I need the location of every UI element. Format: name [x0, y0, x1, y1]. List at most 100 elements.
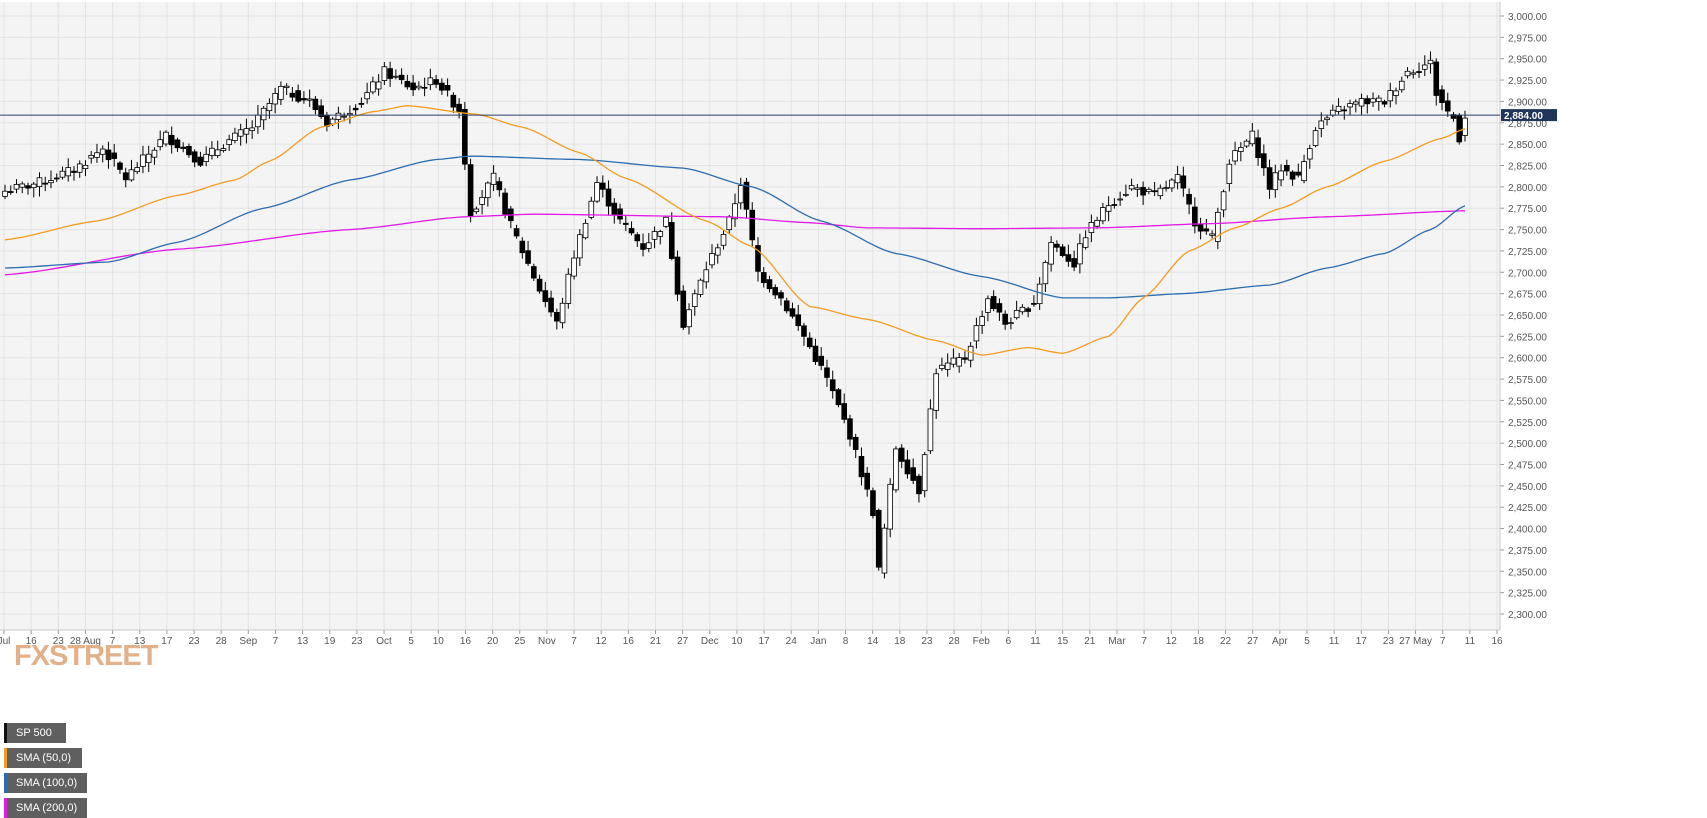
candle-body [1243, 140, 1250, 147]
candle-body [278, 85, 284, 100]
candle-body [1439, 89, 1445, 104]
y-tick-label: 2,525.00 [1508, 418, 1547, 429]
candle-body [387, 68, 393, 79]
x-tick-label: 23 [1383, 636, 1395, 647]
y-tick-label: 2,375.00 [1508, 546, 1547, 557]
plot-background [0, 2, 1500, 630]
candle-body [1054, 243, 1060, 248]
candle-body [1329, 109, 1336, 116]
candle-body [1352, 101, 1359, 105]
candle-body [1312, 130, 1319, 146]
candle-body [94, 152, 100, 158]
candle-body [1289, 171, 1296, 180]
candle-body [1238, 147, 1244, 152]
candle-body [111, 152, 118, 159]
candle-body [720, 234, 727, 246]
legend-swatch-sma200 [4, 798, 7, 818]
candle-body [559, 302, 566, 324]
candle-body [186, 146, 192, 156]
candle-body [1295, 171, 1302, 176]
candle-body [364, 92, 370, 100]
candle-body [318, 105, 324, 117]
x-tick-label: 28 Aug [70, 636, 101, 647]
candle-body [410, 82, 416, 91]
candle-body [806, 337, 813, 348]
candle-body [19, 183, 26, 188]
x-tick-label: 20 [487, 636, 499, 647]
candle-body [565, 273, 572, 304]
candle-body [760, 272, 767, 284]
candle-body [927, 408, 934, 452]
x-tick-label: Jul [0, 636, 10, 647]
candle-body [979, 316, 985, 326]
legend-label-sma50: SMA (50,0) [16, 752, 72, 764]
candle-body [841, 403, 848, 420]
candle-body [875, 509, 882, 568]
x-tick-label: 19 [324, 636, 336, 647]
sma50-line [4, 105, 1466, 356]
candle-body [852, 436, 859, 450]
candle-body [1140, 186, 1146, 196]
candle-body [1318, 120, 1325, 130]
x-tick-label: 18 [894, 636, 906, 647]
candle-body [485, 182, 491, 199]
y-tick-label: 2,950.00 [1508, 55, 1547, 66]
candle-body [25, 185, 31, 189]
candle-body [737, 185, 744, 204]
candle-body [1450, 114, 1457, 119]
x-tick-label: 27 May [1399, 636, 1432, 647]
candle-body [1387, 90, 1394, 102]
x-tick-label: 27 [677, 636, 689, 647]
candle-body [1427, 59, 1434, 65]
candle-body [249, 127, 255, 131]
candle-body [283, 85, 290, 88]
y-tick-label: 2,300.00 [1508, 610, 1547, 621]
candle-body [594, 182, 600, 202]
candle-body [1393, 90, 1399, 96]
candle-body [1203, 228, 1210, 232]
candle-body [456, 103, 462, 113]
x-tick-label: 21 [650, 636, 662, 647]
candle-body [1433, 61, 1440, 96]
x-tick-label: 24 [786, 636, 798, 647]
candle-body [117, 162, 123, 170]
candle-body [657, 231, 664, 237]
candle-body [1278, 170, 1284, 181]
x-tick-label: 27 [1247, 636, 1259, 647]
chart-container: 2,300.00 2,325.00 2,350.00 2,375.00 2,400.00… [0, 2, 1557, 818]
candle-body [864, 472, 871, 490]
candle-body [1128, 185, 1135, 190]
candle-body [617, 208, 623, 220]
candle-body [168, 134, 175, 146]
candle-body [255, 114, 261, 128]
candle-body [421, 86, 428, 89]
candle-body [1082, 237, 1089, 248]
fxstreet-logo: FXSTREET [14, 640, 158, 672]
candle-body [1284, 165, 1290, 172]
candle-body [324, 115, 330, 127]
candle-body [1347, 103, 1353, 108]
candle-body [174, 139, 181, 149]
x-tick-label: 7 [571, 636, 577, 647]
x-tick-label: 17 [161, 636, 173, 647]
candle-body [1117, 198, 1123, 201]
x-tick-label: 11 [1329, 636, 1340, 647]
candle-body [577, 234, 583, 259]
candle-body [973, 325, 980, 342]
candle-body [554, 311, 560, 322]
candle-body [944, 362, 951, 370]
x-tick-label: 14 [867, 636, 879, 647]
candle-body [1209, 233, 1215, 236]
candle-body [71, 170, 77, 173]
candle-body [893, 448, 899, 491]
candle-body [743, 181, 750, 210]
price-tag-label: 2,884.00 [1504, 111, 1543, 122]
candle-body [243, 128, 250, 135]
candle-body [48, 180, 54, 184]
candle-body [375, 81, 382, 90]
candle-body [818, 355, 825, 366]
y-tick-label: 3,000.00 [1508, 12, 1547, 23]
candle-body [272, 93, 278, 105]
x-tick-label: 5 [408, 636, 414, 647]
y-tick-label: 2,475.00 [1508, 461, 1547, 472]
